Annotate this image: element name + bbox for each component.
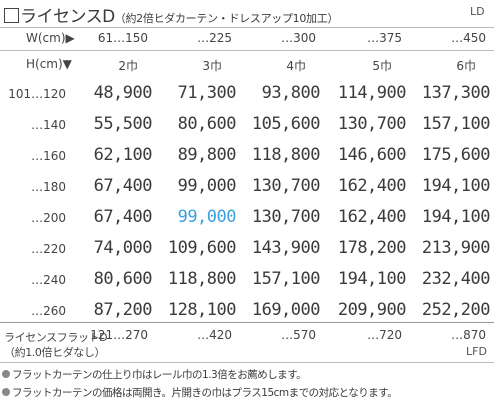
- width-range: …300: [281, 31, 316, 45]
- height-range: …260: [31, 304, 66, 318]
- price-cell: 130,700: [251, 176, 321, 196]
- width-range: 61…150: [97, 31, 148, 45]
- price-cell: 162,400: [337, 176, 407, 196]
- price-cell: 194,100: [421, 176, 491, 196]
- panel-count: 4巾: [286, 59, 306, 73]
- price-cell: 67,400: [93, 207, 153, 227]
- price-cell: 157,100: [421, 114, 491, 134]
- price-cell: 118,800: [167, 269, 237, 289]
- width-header-label: W(cm)▶: [26, 31, 75, 45]
- height-range: …140: [31, 118, 66, 132]
- panel-count: 2巾: [118, 59, 138, 73]
- price-cell: 162,400: [337, 207, 407, 227]
- price-cell: 105,600: [251, 114, 321, 134]
- panel-count: 5巾: [372, 59, 392, 73]
- price-cell: 209,900: [337, 300, 407, 320]
- flat-note: （約1.0倍ヒダなし）: [4, 346, 106, 359]
- note-2-text: フラットカーテンの価格は両開き。片開きの巾はプラス15cmまでの対応となります。: [12, 387, 398, 399]
- price-cell: 48,900: [93, 83, 153, 103]
- price-cell: 55,500: [93, 114, 153, 134]
- price-cell: 99,000: [177, 207, 237, 227]
- note-2: フラットカーテンの価格は両開き。片開きの巾はプラス15cmまでの対応となります。: [2, 385, 398, 400]
- price-cell: 157,100: [251, 269, 321, 289]
- bullet-icon: [2, 388, 10, 396]
- note-1: フラットカーテンの仕上り巾はレール巾の1.3倍をお薦めします。: [2, 367, 307, 382]
- flat-width-range: …870: [451, 328, 486, 342]
- product-subtitle: （約2倍ヒダカーテン・ドレスアップ10加工）: [114, 12, 339, 25]
- height-range: …240: [31, 273, 66, 287]
- flat-code: LFD: [466, 345, 487, 358]
- price-cell: 93,800: [261, 83, 321, 103]
- price-cell: 130,700: [251, 207, 321, 227]
- divider: [0, 50, 494, 51]
- product-code: LD: [470, 5, 485, 18]
- price-cell: 130,700: [337, 114, 407, 134]
- price-cell: 194,100: [337, 269, 407, 289]
- product-title: ライセンスD（約2倍ヒダカーテン・ドレスアップ10加工）: [4, 2, 338, 27]
- price-cell: 137,300: [421, 83, 491, 103]
- flat-width-range: …570: [281, 328, 316, 342]
- price-cell: 62,100: [93, 145, 153, 165]
- panel-count: 6巾: [456, 59, 476, 73]
- flat-label: ライセンスフラットD: [4, 331, 108, 344]
- height-range: …200: [31, 211, 66, 225]
- price-cell: 178,200: [337, 238, 407, 258]
- price-cell: 67,400: [93, 176, 153, 196]
- height-range: 101…120: [8, 87, 66, 101]
- price-cell: 232,400: [421, 269, 491, 289]
- width-range: …450: [451, 31, 486, 45]
- price-cell: 194,100: [421, 207, 491, 227]
- height-range: …220: [31, 242, 66, 256]
- price-cell: 252,200: [421, 300, 491, 320]
- divider: [0, 322, 494, 323]
- width-range: …375: [367, 31, 402, 45]
- panel-count: 3巾: [202, 59, 222, 73]
- width-range: …225: [197, 31, 232, 45]
- flat-width-range: …720: [367, 328, 402, 342]
- divider: [0, 27, 494, 28]
- price-cell: 118,800: [251, 145, 321, 165]
- price-cell: 175,600: [421, 145, 491, 165]
- price-cell: 74,000: [93, 238, 153, 258]
- height-range: …160: [31, 149, 66, 163]
- note-1-text: フラットカーテンの仕上り巾はレール巾の1.3倍をお薦めします。: [12, 369, 307, 381]
- price-cell: 146,600: [337, 145, 407, 165]
- square-outline-icon: [4, 8, 19, 23]
- price-cell: 143,900: [251, 238, 321, 258]
- price-cell: 87,200: [93, 300, 153, 320]
- price-cell: 109,600: [167, 238, 237, 258]
- flat-width-range: 121…270: [90, 328, 148, 342]
- product-name: ライセンスD: [20, 7, 115, 27]
- price-cell: 80,600: [93, 269, 153, 289]
- price-cell: 99,000: [177, 176, 237, 196]
- price-cell: 169,000: [251, 300, 321, 320]
- price-cell: 213,900: [421, 238, 491, 258]
- price-cell: 80,600: [177, 114, 237, 134]
- divider: [0, 362, 494, 363]
- price-cell: 71,300: [177, 83, 237, 103]
- price-cell: 114,900: [337, 83, 407, 103]
- height-header-label: H(cm)▼: [26, 57, 72, 71]
- price-cell: 89,800: [177, 145, 237, 165]
- price-cell: 128,100: [167, 300, 237, 320]
- flat-width-range: …420: [197, 328, 232, 342]
- height-range: …180: [31, 180, 66, 194]
- bullet-icon: [2, 370, 10, 378]
